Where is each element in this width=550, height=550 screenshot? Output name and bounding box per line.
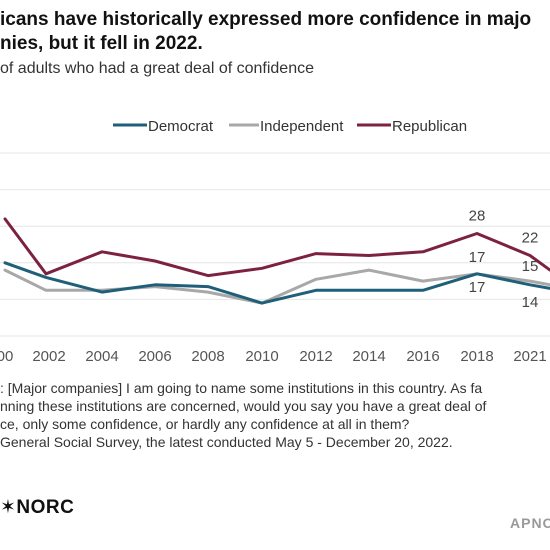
x-tick-label: 2002: [32, 348, 65, 365]
data-label: 17: [469, 249, 486, 266]
x-tick-label: 2006: [138, 348, 171, 365]
data-label: 15: [522, 258, 539, 275]
gridlines: [0, 152, 550, 337]
x-tick-label: 2018: [460, 348, 493, 365]
data-labels: 28 17 17 22 15 14: [469, 208, 539, 311]
series-line-republican: [3, 217, 550, 278]
line-chart: Democrat Independent Republican 28 17 17 22 15…: [0, 118, 550, 365]
legend-label-republican: Republican: [392, 118, 467, 135]
x-tick-label: 2004: [85, 348, 118, 365]
legend: Democrat Independent Republican: [113, 118, 467, 135]
data-label: 17: [469, 279, 486, 296]
legend-label-independent: Independent: [260, 118, 344, 135]
x-tick-label: 2014: [352, 348, 385, 365]
series-lines: [3, 217, 550, 305]
data-label: 28: [469, 208, 486, 225]
x-tick-label: 2010: [245, 348, 278, 365]
chart-subtitle: of adults who had a great deal of confid…: [0, 60, 314, 77]
x-tick-label: 2008: [191, 348, 224, 365]
x-tick-label: 2016: [406, 348, 439, 365]
data-label: 22: [522, 229, 539, 246]
chart-title: icans have historically expressed more c…: [0, 9, 532, 54]
x-tick-label: 00: [0, 348, 13, 365]
norc-logo: ✶NORC: [0, 497, 75, 518]
series-line-democrat: [3, 261, 550, 305]
x-axis: 00 2002 2004 2006 2008 2010 2012 2014 2016 2018 20…: [0, 348, 547, 365]
x-tick-label: 2021: [513, 348, 546, 365]
legend-label-democrat: Democrat: [148, 118, 214, 135]
ap-norc-brand: APNO: [510, 515, 550, 531]
footnote: : [Major companies] I am going to name s…: [0, 380, 487, 450]
data-label: 14: [522, 294, 539, 311]
x-tick-label: 2012: [299, 348, 332, 365]
